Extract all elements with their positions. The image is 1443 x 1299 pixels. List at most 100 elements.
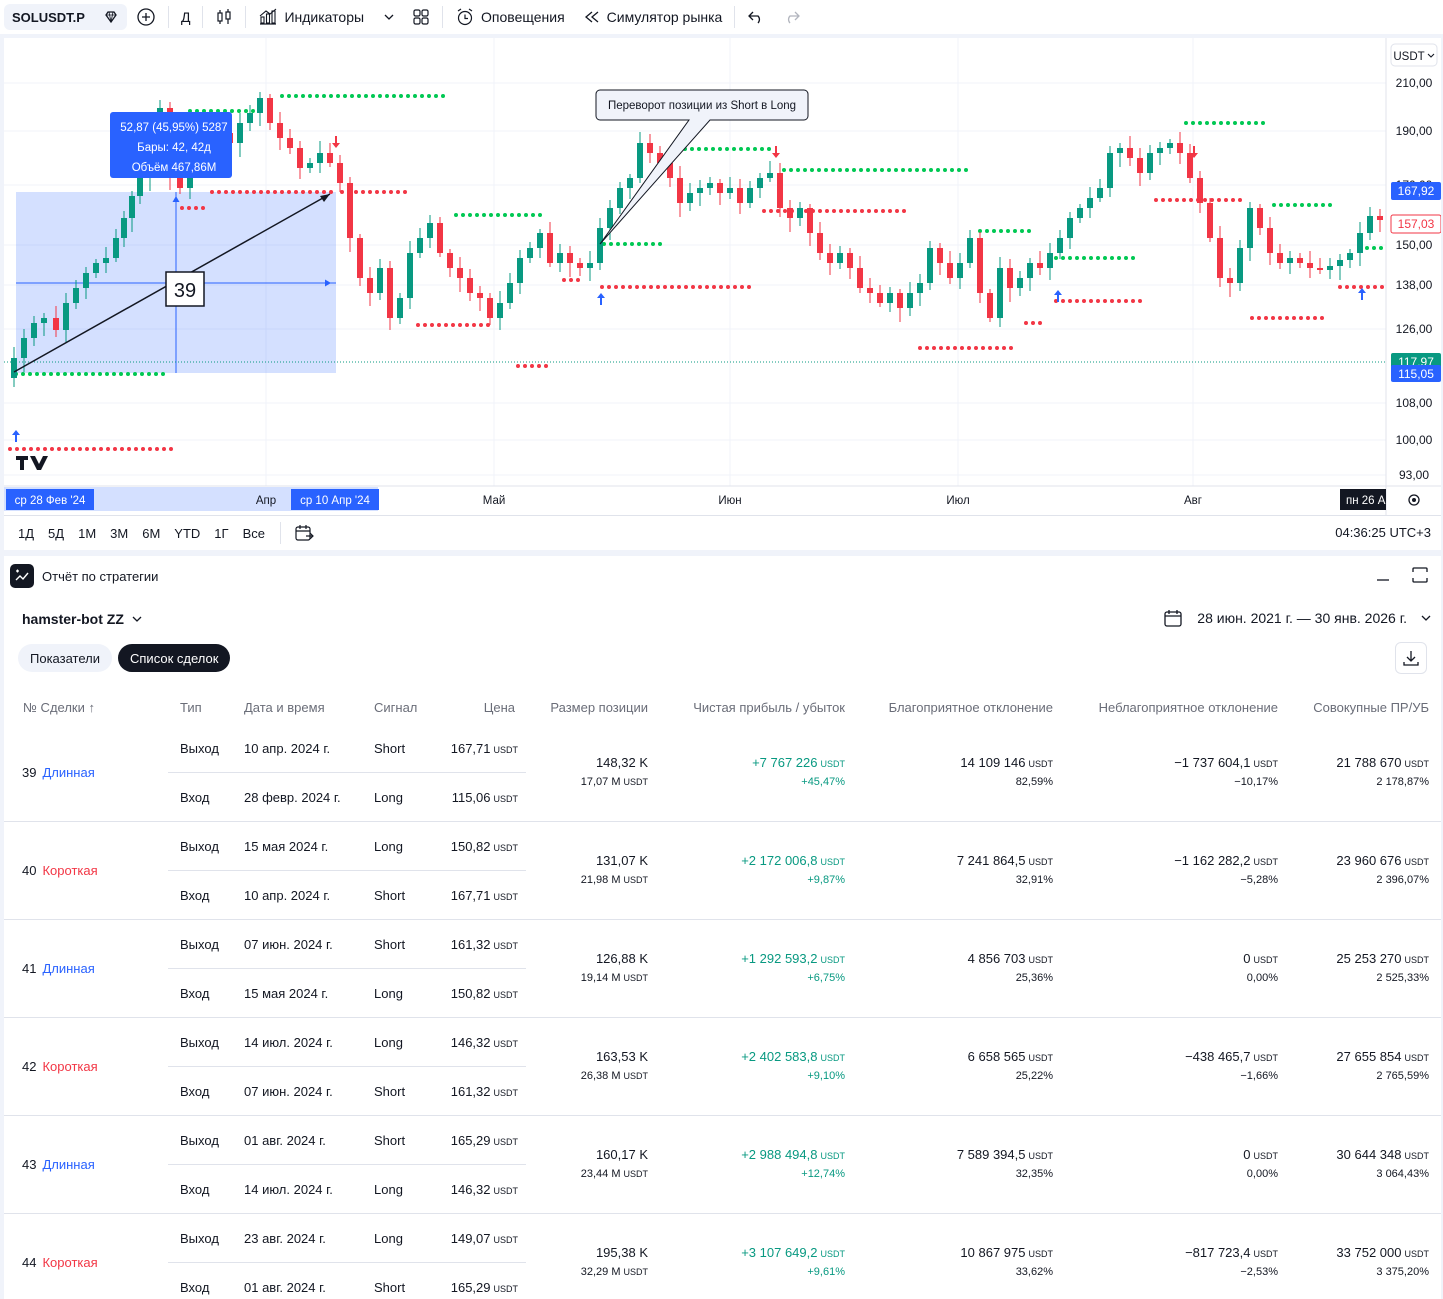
candle-body [1077,208,1083,218]
trade-exit-signal: Long [374,1231,403,1246]
tab-trades-list[interactable]: Список сделок [118,644,231,672]
table-row[interactable]: 42 Короткая Выход 14 июл. 2024 г. Long 14… [4,1018,1441,1116]
trade-pnl-sub: +9,61% [807,1266,845,1278]
candle-body [83,273,89,288]
price-chart[interactable]: 39 52,87 (45,95%) 5287 Бары: 42, 42д Объ… [4,38,1441,515]
stop-dot [1224,198,1228,202]
redo-button[interactable] [774,2,810,32]
stop-dot [287,190,291,194]
stop-dot [71,447,75,451]
col-header-position-size[interactable]: Размер позиции [550,700,648,715]
table-row[interactable]: 41 Длинная Выход 07 июн. 2024 г. Short 16… [4,920,1441,1018]
chart-settings-icon[interactable] [1408,494,1420,506]
table-row[interactable]: 43 Длинная Выход 01 авг. 2024 г. Short 16… [4,1116,1441,1214]
stop-dot [1117,256,1121,260]
stop-dot [273,190,277,194]
range-button-5[interactable]: YTD [174,525,201,541]
stop-dot [705,285,709,289]
time-label-start: ср 28 Фев '24 [15,495,86,507]
col-header-adverse-excursion[interactable]: Неблагоприятное отклонение [1098,700,1278,715]
layouts-button[interactable] [403,2,439,32]
minimize-icon[interactable] [1375,566,1391,582]
currency-unit: USDT [623,973,649,983]
download-button[interactable] [1395,642,1427,674]
interval-button[interactable]: Д [172,2,199,32]
trade-fav-cell: 4 856 703 USDT 25,36% [853,920,1053,1018]
range-button-7[interactable]: Все [242,525,265,541]
table-row[interactable]: 39 Длинная Выход 10 апр. 2024 г. Short 16… [4,724,1441,822]
candle-body [287,138,293,148]
col-header-datetime[interactable]: Дата и время [244,700,325,715]
alerts-button[interactable]: Оповещения [446,2,574,32]
stop-dot [489,213,493,217]
stop-dot [162,447,166,451]
price-tick-label: 93,00 [1399,468,1429,482]
compare-button[interactable] [127,2,165,32]
trade-entry-price-value: 167,71 [450,888,491,903]
symbol-search-button[interactable]: SOLUSDT.P [4,4,127,30]
col-header-price[interactable]: Цена [483,700,515,715]
price-scale[interactable] [1386,38,1441,515]
replay-button[interactable]: Симулятор рынка [574,2,732,32]
indicators-button[interactable]: Индикаторы [249,2,403,32]
candle-body [847,253,853,268]
calendar-goto-icon[interactable] [294,523,314,543]
level-price-tag: 117,97 115,05 [1391,353,1441,382]
candle-body [987,293,993,318]
stop-dot [635,285,639,289]
trade-number-box[interactable] [165,271,205,307]
clock-label[interactable]: 04:36:25 UTC+3 [1335,525,1431,540]
stop-dot [562,278,566,282]
range-button-2[interactable]: 1М [78,525,97,541]
stop-dot [1286,203,1290,207]
trade-cum-cell: 33 752 000 USDT 3 375,20% [1229,1214,1429,1299]
tab-metrics[interactable]: Показатели [18,644,112,672]
range-button-0[interactable]: 1Д [18,525,35,541]
col-header-net-profit[interactable]: Чистая прибыль / убыток [693,700,845,715]
currency-unit: USDT [1253,857,1279,867]
currency-unit: USDT [623,875,649,885]
trade-cum-cell: 21 788 670 USDT 2 178,87% [1229,724,1429,822]
range-button-4[interactable]: 6М [142,525,161,541]
stop-dot [461,213,465,217]
trade-cum-subvalue: 2 525,33% [1376,972,1429,984]
stop-dot [663,285,667,289]
trade-adv-sub: 0,00% [1247,1168,1278,1180]
table-row[interactable]: 44 Короткая Выход 23 авг. 2024 г. Long 14… [4,1214,1441,1299]
stop-dot [888,209,892,213]
col-header-signal[interactable]: Сигнал [374,700,418,715]
currency-selector[interactable]: USDT [1390,43,1438,67]
col-header-type[interactable]: Тип [180,700,202,715]
stop-dot [368,190,372,194]
strategy-selector[interactable]: hamster-bot ZZ [22,611,142,627]
currency-unit: USDT [493,843,519,853]
stop-dot [28,372,32,376]
stop-dot [1205,121,1209,125]
col-header-cumulative-pnl[interactable]: Совокупные ПР/УБ [1313,700,1429,715]
strategy-panel-tab[interactable]: Отчёт по стратегии [10,564,158,588]
currency-unit: USDT [820,759,846,769]
stop-dot [301,94,305,98]
stop-dot [454,213,458,217]
trade-size-sub: 23,44 M USDT [581,1168,648,1180]
candle-body [1057,238,1063,253]
stop-dot [120,447,124,451]
col-header-favorable-excursion[interactable]: Благоприятное отклонение [888,700,1053,715]
col-header-trade-number[interactable]: № Сделки ↑ [23,700,95,715]
table-row[interactable]: 40 Короткая Выход 15 мая 2024 г. Long 150… [4,822,1441,920]
dashed-price-label: 157,03 [1398,217,1435,231]
trade-pnl-sub: +9,87% [807,874,845,886]
range-button-3[interactable]: 3М [110,525,129,541]
maximize-icon[interactable] [1411,566,1429,584]
undo-button[interactable] [738,2,774,32]
date-range-selector[interactable]: 28 июн. 2021 г. — 30 янв. 2026 г. [1163,608,1431,628]
range-button-6[interactable]: 1Г [214,525,229,541]
chart-panel[interactable]: 39 52,87 (45,95%) 5287 Бары: 42, 42д Объ… [4,38,1441,550]
callout-balloon[interactable] [595,89,809,245]
stop-dot [981,346,985,350]
range-button-1[interactable]: 5Д [48,525,65,541]
currency-unit: USDT [1028,1053,1054,1063]
stop-dot [134,447,138,451]
trade-kind: Длинная [42,765,95,780]
chart-type-button[interactable] [206,2,242,32]
